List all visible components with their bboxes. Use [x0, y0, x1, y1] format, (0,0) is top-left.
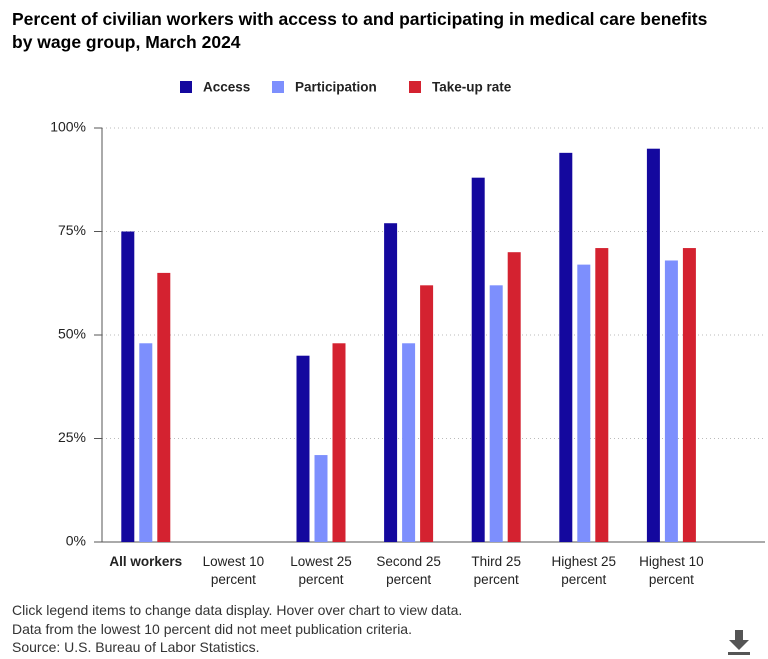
bar [489, 285, 503, 542]
x-tick-label: Lowest 10 percent [202, 554, 265, 587]
bar [420, 285, 434, 542]
y-tick-label: 100% [50, 119, 86, 135]
x-tick-label: Third 25 percent [471, 554, 521, 587]
bar [296, 355, 310, 542]
download-icon[interactable] [728, 630, 750, 656]
y-tick-label: 75% [58, 222, 86, 238]
bar [595, 248, 609, 542]
footnote: Click legend items to change data displa… [12, 602, 463, 618]
legend-swatch[interactable] [272, 81, 284, 93]
chart-title: Percent of civilian workers with access … [12, 9, 708, 52]
bar [314, 455, 328, 542]
bar [121, 231, 135, 542]
bar [682, 248, 696, 542]
x-tick-label: All workers [109, 554, 183, 569]
bar [402, 343, 416, 542]
x-tick-label: Highest 10 percent [639, 554, 704, 587]
y-tick-label: 0% [66, 533, 86, 549]
x-tick-label: Second 25 percent [376, 554, 441, 587]
bar [157, 272, 171, 542]
legend-label[interactable]: Take-up rate [432, 80, 512, 95]
bar [577, 264, 591, 542]
bar [664, 260, 678, 542]
legend-label[interactable]: Access [203, 80, 250, 95]
bar [559, 152, 573, 542]
bar [139, 343, 153, 542]
x-tick-label: Lowest 25 percent [290, 554, 352, 587]
legend-swatch[interactable] [180, 81, 192, 93]
bar [384, 223, 398, 542]
bar [332, 343, 346, 542]
legend-label[interactable]: Participation [295, 80, 377, 95]
bar [507, 252, 521, 542]
legend-swatch[interactable] [409, 81, 421, 93]
footnote: Source: U.S. Bureau of Labor Statistics. [12, 639, 260, 655]
y-tick-label: 50% [58, 326, 86, 342]
footnote: Data from the lowest 10 percent did not … [12, 620, 412, 637]
bar [646, 148, 660, 542]
bar [471, 177, 485, 542]
x-tick-label: Highest 25 percent [551, 554, 617, 587]
y-tick-label: 25% [58, 429, 86, 445]
